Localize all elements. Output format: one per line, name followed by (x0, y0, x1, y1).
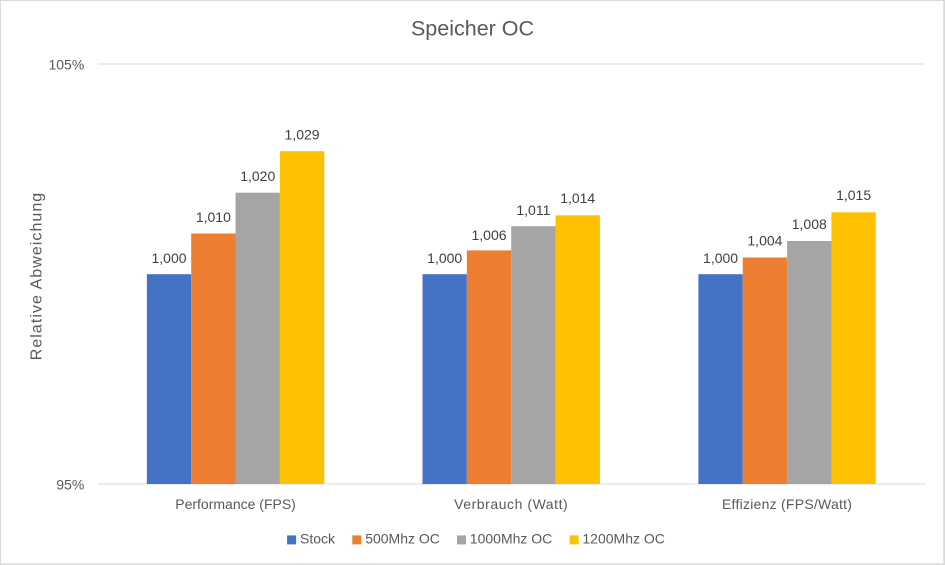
svg-text:Speicher OC: Speicher OC (411, 16, 534, 40)
svg-text:Stock: Stock (300, 531, 336, 547)
svg-text:Performance (FPS): Performance (FPS) (175, 496, 296, 512)
svg-text:1200Mhz OC: 1200Mhz OC (582, 531, 664, 547)
svg-text:1,000: 1,000 (152, 250, 187, 266)
svg-text:1,020: 1,020 (240, 168, 275, 184)
svg-text:Verbrauch (Watt): Verbrauch (Watt) (454, 496, 568, 512)
svg-text:1,006: 1,006 (472, 227, 507, 243)
svg-text:1,000: 1,000 (427, 250, 462, 266)
svg-text:1,008: 1,008 (792, 216, 827, 232)
svg-text:1,029: 1,029 (285, 127, 320, 143)
svg-text:1,004: 1,004 (747, 233, 782, 249)
svg-text:1,015: 1,015 (836, 187, 871, 203)
svg-text:Effizienz (FPS/Watt): Effizienz (FPS/Watt) (722, 496, 852, 512)
svg-text:1,000: 1,000 (703, 250, 738, 266)
svg-text:1000Mhz OC: 1000Mhz OC (470, 531, 552, 547)
svg-text:Relative Abweichung: Relative Abweichung (29, 192, 46, 361)
svg-text:1,014: 1,014 (560, 190, 595, 206)
svg-text:500Mhz OC: 500Mhz OC (365, 531, 440, 547)
svg-text:1,011: 1,011 (516, 202, 550, 218)
svg-text:105%: 105% (48, 56, 84, 72)
svg-text:95%: 95% (56, 476, 84, 492)
svg-text:1,010: 1,010 (196, 209, 231, 225)
